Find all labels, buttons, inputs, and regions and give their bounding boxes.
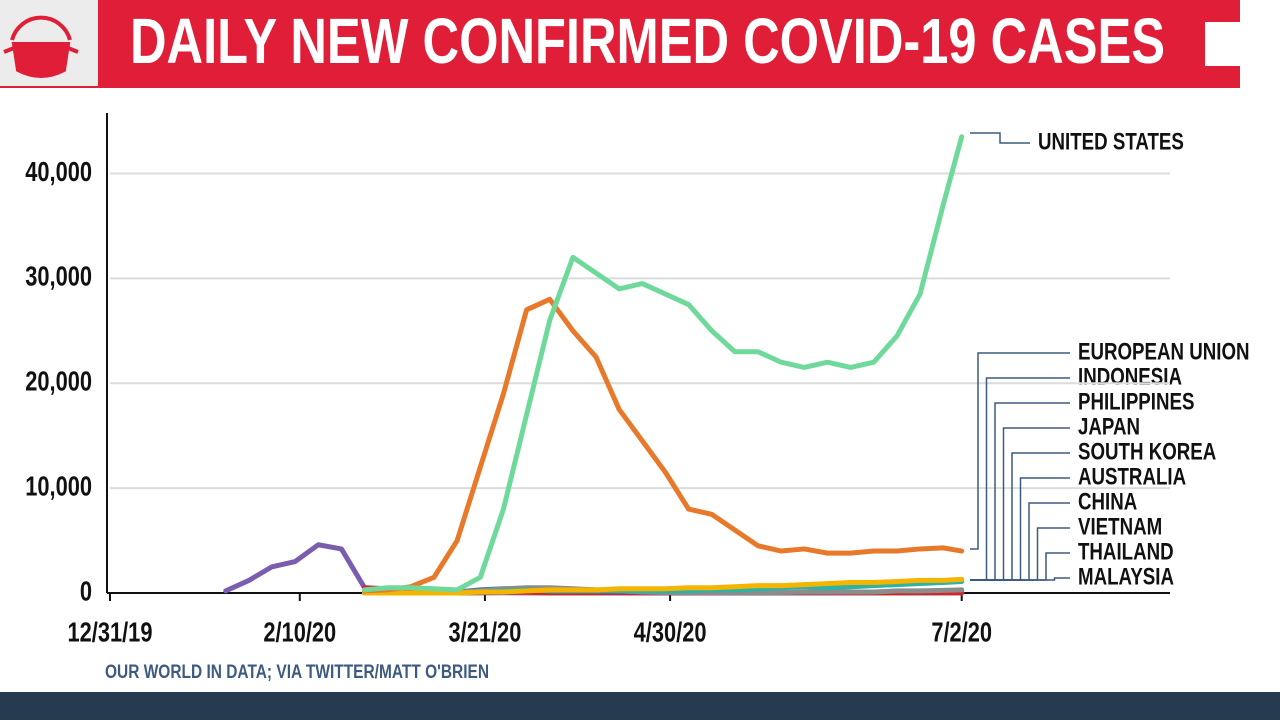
- mask-icon: [3, 15, 79, 78]
- header-band: [0, 0, 1280, 88]
- series-label: MALAYSIA: [1078, 563, 1174, 590]
- y-tick-label: 40,000: [25, 156, 92, 187]
- leader-line: [970, 577, 1070, 581]
- series-label: SOUTH KOREA: [1078, 438, 1216, 465]
- y-tick-label: 0: [80, 576, 92, 607]
- series-label: JAPAN: [1078, 413, 1140, 440]
- leader-line: [970, 132, 1030, 144]
- series-label: EUROPEAN UNION: [1078, 338, 1250, 365]
- y-tick-label: 30,000: [25, 261, 92, 292]
- leader-line: [970, 477, 1070, 581]
- series-line: [362, 576, 965, 596]
- series-label: THAILAND: [1078, 538, 1174, 565]
- y-tick-label: 10,000: [25, 471, 92, 502]
- series-label: CHINA: [1078, 488, 1137, 515]
- x-tick-label: 2/10/20: [263, 617, 336, 648]
- x-tick-label: 7/2/20: [931, 617, 992, 648]
- x-tick-label: 4/30/20: [634, 617, 707, 648]
- series-label: VIETNAM: [1078, 513, 1162, 540]
- leader-line: [970, 352, 1070, 550]
- narrow-text: 0 10,000 20,000 30,000 40,000 12/31/19 2/10/20…: [25, 128, 1249, 648]
- series-label: UNITED STATES: [1038, 128, 1184, 155]
- series-label: AUSTRALIA: [1078, 463, 1186, 490]
- series-line: [362, 296, 965, 594]
- x-tick-label: 3/21/20: [449, 617, 522, 648]
- footer-bar: [0, 692, 1280, 720]
- y-tick-label: 20,000: [25, 366, 92, 397]
- series-line: [362, 134, 965, 593]
- cross-icon: [1205, 0, 1280, 88]
- title: DAILY NEW CONFIRMED COVID-19 CASES: [130, 5, 1165, 77]
- source: OUR WORLD IN DATA; VIA TWITTER/MATT O'BR…: [105, 662, 489, 683]
- x-tick-label: 12/31/19: [68, 617, 153, 648]
- series-label: PHILIPPINES: [1078, 388, 1194, 415]
- series-label: INDONESIA: [1078, 363, 1182, 390]
